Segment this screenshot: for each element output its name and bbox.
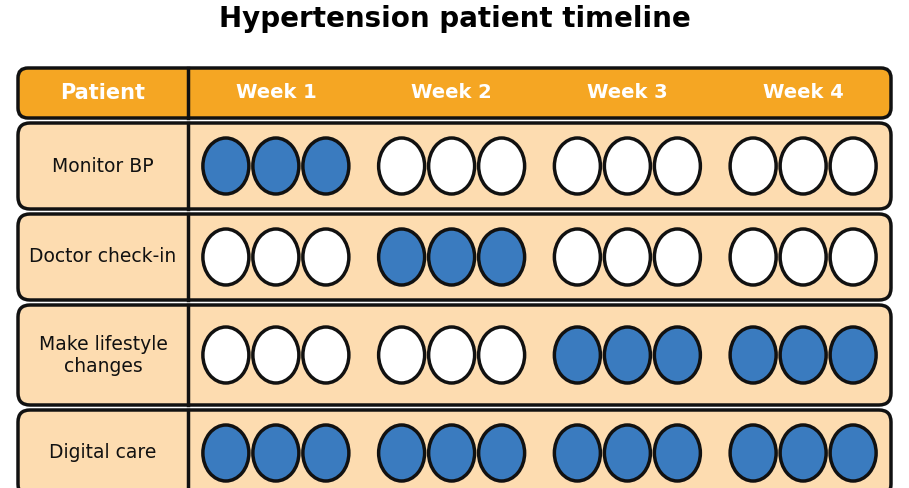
Ellipse shape <box>654 138 700 194</box>
Text: Week 2: Week 2 <box>411 83 492 102</box>
Text: Hypertension patient timeline: Hypertension patient timeline <box>219 5 690 33</box>
Text: Week 1: Week 1 <box>235 83 316 102</box>
Ellipse shape <box>830 327 876 383</box>
Ellipse shape <box>780 229 826 285</box>
Ellipse shape <box>379 138 425 194</box>
Ellipse shape <box>554 425 600 481</box>
Text: Week 3: Week 3 <box>587 83 668 102</box>
Ellipse shape <box>429 327 474 383</box>
Ellipse shape <box>554 138 600 194</box>
Ellipse shape <box>830 229 876 285</box>
Ellipse shape <box>479 229 524 285</box>
Ellipse shape <box>479 327 524 383</box>
FancyBboxPatch shape <box>18 305 891 405</box>
Text: Digital care: Digital care <box>49 444 156 463</box>
Ellipse shape <box>654 229 700 285</box>
Ellipse shape <box>203 327 249 383</box>
Text: Patient: Patient <box>61 83 145 103</box>
Ellipse shape <box>203 229 249 285</box>
Ellipse shape <box>604 229 650 285</box>
Ellipse shape <box>303 138 349 194</box>
Text: Doctor check-in: Doctor check-in <box>29 247 176 266</box>
Ellipse shape <box>654 425 700 481</box>
Ellipse shape <box>479 425 524 481</box>
Ellipse shape <box>604 425 650 481</box>
Ellipse shape <box>604 138 650 194</box>
Ellipse shape <box>730 138 776 194</box>
Ellipse shape <box>253 229 299 285</box>
Ellipse shape <box>730 229 776 285</box>
Ellipse shape <box>654 327 700 383</box>
Ellipse shape <box>203 138 249 194</box>
Ellipse shape <box>379 229 425 285</box>
Ellipse shape <box>253 425 299 481</box>
Ellipse shape <box>780 425 826 481</box>
Text: Week 4: Week 4 <box>763 83 844 102</box>
Ellipse shape <box>730 327 776 383</box>
Ellipse shape <box>554 229 600 285</box>
Ellipse shape <box>379 327 425 383</box>
Text: Monitor BP: Monitor BP <box>52 157 154 176</box>
Ellipse shape <box>780 327 826 383</box>
Ellipse shape <box>303 229 349 285</box>
Ellipse shape <box>379 425 425 481</box>
Ellipse shape <box>479 138 524 194</box>
Ellipse shape <box>303 425 349 481</box>
FancyBboxPatch shape <box>18 410 891 488</box>
Ellipse shape <box>730 425 776 481</box>
Ellipse shape <box>429 229 474 285</box>
FancyBboxPatch shape <box>18 214 891 300</box>
Ellipse shape <box>830 138 876 194</box>
Ellipse shape <box>429 138 474 194</box>
Text: Make lifestyle
changes: Make lifestyle changes <box>38 334 167 375</box>
Ellipse shape <box>303 327 349 383</box>
Ellipse shape <box>253 138 299 194</box>
Ellipse shape <box>429 425 474 481</box>
Ellipse shape <box>830 425 876 481</box>
Ellipse shape <box>554 327 600 383</box>
FancyBboxPatch shape <box>18 68 891 118</box>
Ellipse shape <box>203 425 249 481</box>
Ellipse shape <box>780 138 826 194</box>
FancyBboxPatch shape <box>18 123 891 209</box>
Ellipse shape <box>604 327 650 383</box>
Ellipse shape <box>253 327 299 383</box>
